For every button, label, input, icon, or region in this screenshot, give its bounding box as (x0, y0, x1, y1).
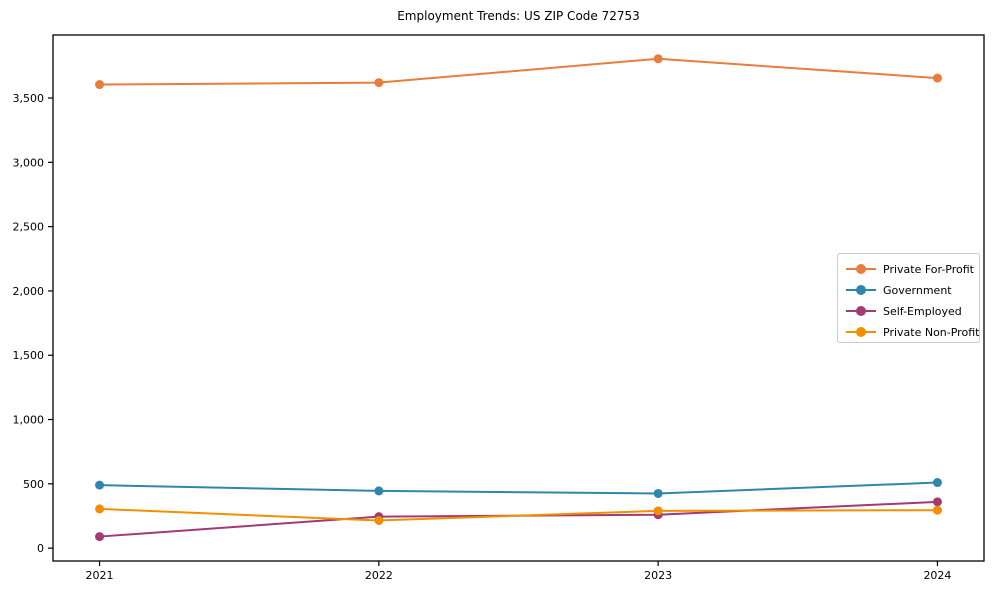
y-tick-label: 0 (37, 542, 44, 555)
y-tick-label: 500 (23, 478, 44, 491)
legend-marker-icon (846, 306, 876, 316)
data-point-self-employed (95, 532, 105, 542)
y-tick-label: 1,000 (13, 414, 45, 427)
data-point-government (932, 478, 942, 488)
legend-label: Private For-Profit (883, 262, 974, 276)
legend: Private For-Profit Government Self-Employe… (837, 253, 980, 343)
data-point-private-non-profit (95, 504, 105, 514)
data-point-government (653, 488, 663, 498)
data-point-self-employed (932, 497, 942, 507)
chart-title: Employment Trends: US ZIP Code 72753 (397, 9, 640, 23)
y-tick-label: 3,000 (13, 156, 45, 169)
data-point-private-for-profit (374, 78, 384, 88)
line-series-private-non-profit (99, 507, 938, 522)
legend-marker-icon (846, 327, 876, 337)
legend-item-government: Government (846, 280, 979, 300)
data-point-private-non-profit (932, 505, 942, 515)
legend-marker-icon (846, 264, 876, 274)
line-series-private-for-profit (99, 57, 938, 86)
plot-frame (52, 34, 985, 562)
legend-item-self-employed: Self-Employed (846, 301, 979, 321)
x-tick-label: 2022 (365, 569, 393, 582)
line-series-government (99, 481, 938, 495)
x-tick-label: 2024 (923, 569, 951, 582)
legend-label: Self-Employed (883, 304, 962, 318)
legend-label: Government (883, 283, 952, 297)
data-point-private-non-profit (653, 506, 663, 516)
x-tick-label: 2023 (644, 569, 672, 582)
data-point-private-for-profit (932, 73, 942, 83)
legend-item-private-non-profit: Private Non-Profit (846, 322, 979, 342)
y-tick-label: 2,000 (13, 285, 45, 298)
line-series-self-employed (99, 500, 938, 538)
y-tick-label: 1,500 (13, 349, 45, 362)
data-point-government (95, 480, 105, 490)
y-tick-label: 2,500 (13, 221, 45, 234)
data-point-government (374, 486, 384, 496)
legend-marker-icon (846, 285, 876, 295)
data-point-private-non-profit (374, 515, 384, 525)
x-tick-label: 2021 (86, 569, 114, 582)
legend-item-private-for-profit: Private For-Profit (846, 259, 979, 279)
data-point-private-for-profit (653, 54, 663, 64)
legend-label: Private Non-Profit (883, 325, 980, 339)
data-point-private-for-profit (95, 80, 105, 90)
y-tick-label: 3,500 (13, 92, 45, 105)
